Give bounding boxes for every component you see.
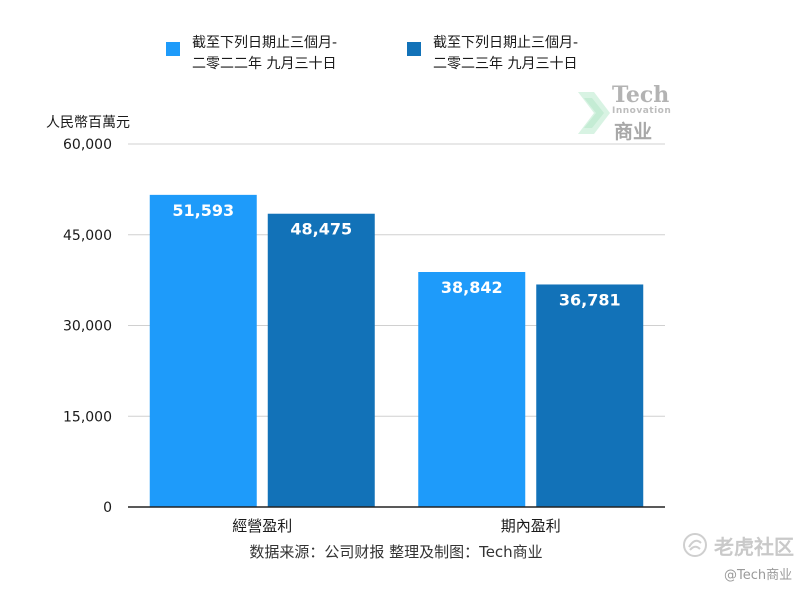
y-tick-label-2: 30,000 xyxy=(63,319,112,335)
data-label-2-series-1: 38,842 xyxy=(441,278,503,297)
legend-label-2022: 截至下列日期止三個月- 二零二二年 九月三十日 xyxy=(192,35,338,72)
source-note: 数据来源：公司财报 整理及制图：Tech商业 xyxy=(249,543,543,561)
watermark-corner: 老虎社区 @Tech商业 xyxy=(682,531,802,587)
y-tick-label-3: 45,000 xyxy=(63,228,112,244)
watermark-logo: Tech Innovation 商业 xyxy=(574,82,674,144)
y-tick-label-4: 60,000 xyxy=(63,137,112,153)
legend-swatch-2022 xyxy=(166,42,180,56)
y-tick-label-1: 15,000 xyxy=(63,409,112,425)
legend-label-2023: 截至下列日期止三個月- 二零二三年 九月三十日 xyxy=(433,35,579,72)
bar-1-series-2 xyxy=(267,213,375,507)
data-label-1-series-2: 48,475 xyxy=(290,220,352,239)
x-category-label-2: 期內盈利 xyxy=(501,517,561,535)
tiger-community-icon xyxy=(683,533,707,557)
data-label-2-series-2: 36,781 xyxy=(559,290,621,309)
y-tick-label-0: 0 xyxy=(103,500,112,516)
data-label-1-series-1: 51,593 xyxy=(172,201,234,220)
y-axis-unit-label: 人民幣百萬元 xyxy=(46,115,130,131)
legend-swatch-2023 xyxy=(407,42,421,56)
arrow-logo-icon xyxy=(578,92,610,134)
bar-2-series-2 xyxy=(536,284,644,507)
x-category-label-1: 經營盈利 xyxy=(232,517,292,535)
bar-2-series-1 xyxy=(418,272,526,507)
bar-1-series-1 xyxy=(149,194,257,507)
